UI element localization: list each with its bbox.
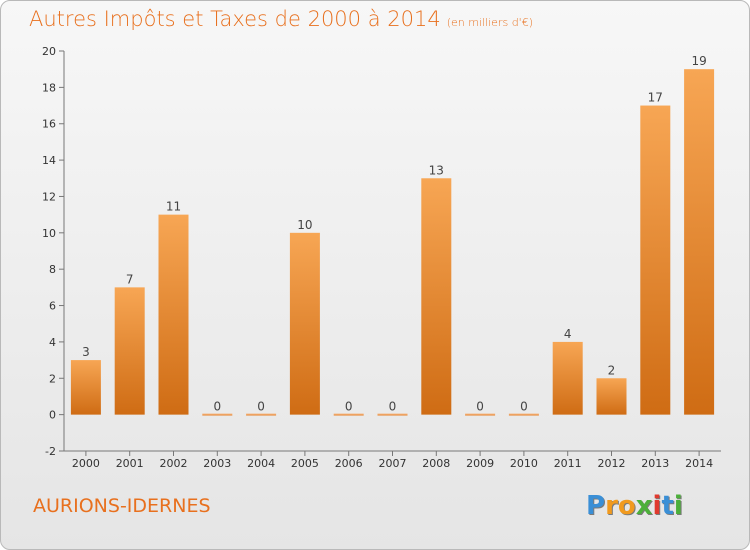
x-tick-label: 2006: [335, 457, 363, 470]
data-label: 0: [345, 400, 353, 414]
y-tick-label: 20: [42, 45, 56, 58]
logo-letter: t: [661, 491, 674, 521]
x-tick-label: 2009: [466, 457, 494, 470]
y-tick-label: 10: [42, 227, 56, 240]
bar: [465, 413, 496, 416]
proxiti-logo: Proxiti: [586, 491, 683, 521]
bar: [289, 232, 320, 415]
chart-unit: (en milliers d'€): [446, 16, 533, 29]
y-tick-label: 2: [49, 372, 56, 385]
data-label: 2: [608, 363, 616, 377]
x-tick-label: 2012: [598, 457, 626, 470]
logo-letter: r: [605, 491, 618, 521]
bar: [333, 413, 364, 416]
bar: [421, 178, 452, 415]
logo-letter: i: [673, 491, 683, 521]
data-label: 13: [429, 163, 444, 177]
bar: [202, 413, 233, 416]
data-label: 3: [82, 345, 90, 359]
chart-title-text: Autres Impôts et Taxes de 2000 à 2014: [29, 7, 441, 31]
bar: [246, 413, 277, 416]
bar: [377, 413, 408, 416]
y-tick-label: 18: [42, 81, 56, 94]
data-label: 17: [648, 91, 663, 105]
y-tick-label: 4: [49, 336, 56, 349]
x-tick-label: 2010: [510, 457, 538, 470]
commune-name: AURIONS-IDERNES: [33, 495, 211, 517]
logo-letter: P: [586, 491, 606, 521]
bar: [684, 69, 715, 415]
x-tick-label: 2014: [685, 457, 713, 470]
y-tick-label: 14: [42, 154, 56, 167]
x-tick-label: 2011: [554, 457, 582, 470]
logo-letter: i: [652, 491, 662, 521]
x-tick-label: 2007: [379, 457, 407, 470]
bars: [70, 69, 715, 416]
data-label: 0: [257, 400, 265, 414]
bar: [552, 341, 583, 415]
logo-letter: o: [617, 491, 636, 521]
data-label: 0: [389, 400, 397, 414]
bar: [114, 287, 145, 415]
bar: [70, 360, 101, 415]
y-tick-label: -2: [45, 445, 56, 458]
x-tick-label: 2002: [160, 457, 188, 470]
data-label: 4: [564, 327, 572, 341]
y-tick-label: 6: [49, 300, 56, 313]
x-tick-label: 2003: [203, 457, 231, 470]
logo-letter: x: [635, 491, 653, 521]
value-labels: 3 7 11 0 0 10 0 0 13 0 0 4 2 17 19: [82, 54, 707, 413]
data-label: 11: [166, 200, 181, 214]
data-label: 0: [476, 400, 484, 414]
y-tick-label: 12: [42, 190, 56, 203]
bar: [158, 214, 189, 415]
x-tick-label: 2013: [641, 457, 669, 470]
y-tick-label: 0: [49, 409, 56, 422]
x-tick-label: 2004: [247, 457, 275, 470]
chart-title: Autres Impôts et Taxes de 2000 à 2014 (en…: [29, 7, 533, 31]
bar: [596, 378, 627, 415]
data-label: 7: [126, 272, 134, 286]
bar: [508, 413, 539, 416]
y-tick-label: 16: [42, 118, 56, 131]
bar: [640, 105, 671, 415]
data-label: 10: [297, 218, 312, 232]
x-tick-label: 2000: [72, 457, 100, 470]
x-tick-label: 2001: [116, 457, 144, 470]
data-label: 0: [520, 400, 528, 414]
x-tick-label: 2008: [422, 457, 450, 470]
data-label: 19: [691, 54, 706, 68]
data-label: 0: [213, 400, 221, 414]
y-tick-label: 8: [49, 263, 56, 276]
x-tick-label: 2005: [291, 457, 319, 470]
